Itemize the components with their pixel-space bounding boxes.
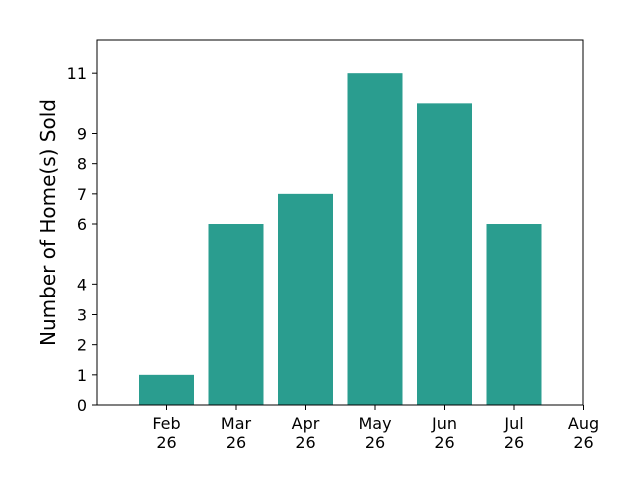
- bar-jun-26: [417, 103, 472, 405]
- x-tick-label: Feb 26: [152, 414, 180, 452]
- x-tick-label: Aug 26: [568, 414, 599, 452]
- y-tick-label: 8: [77, 155, 87, 174]
- bar-mar-26: [208, 224, 264, 405]
- x-tick-label: Jun 26: [431, 414, 457, 452]
- y-tick-label: 1: [77, 366, 87, 385]
- y-tick-label: 2: [77, 336, 87, 355]
- x-tick-label: Apr 26: [292, 414, 320, 452]
- y-tick-label: 9: [77, 125, 87, 144]
- x-tick-label: Jul 26: [503, 414, 524, 452]
- bars-layer: [139, 73, 542, 405]
- x-axis-ticks: Feb 26 Mar 26 Apr 26 May 26 Jun 26 Jul 26 Aug 26: [152, 405, 599, 452]
- y-tick-label: 0: [77, 396, 87, 415]
- bar-may-26: [347, 73, 403, 405]
- y-tick-label: 4: [77, 275, 87, 294]
- y-tick-label: 6: [77, 215, 87, 234]
- y-tick-label: 11: [67, 64, 87, 83]
- bar-jul-26: [486, 224, 542, 405]
- plot-frame: [96, 39, 584, 406]
- bar-feb-26: [139, 374, 194, 405]
- y-tick-label: 7: [77, 185, 87, 204]
- y-tick-label: 3: [77, 306, 87, 325]
- x-tick-label: May 26: [358, 414, 391, 452]
- y-axis-title: Number of Home(s) Sold: [36, 99, 60, 346]
- bar-apr-26: [278, 193, 333, 405]
- x-tick-label: Mar 26: [221, 414, 252, 452]
- y-axis-ticks: 0 1 2 3 4 6 7 8 9 11: [67, 64, 97, 415]
